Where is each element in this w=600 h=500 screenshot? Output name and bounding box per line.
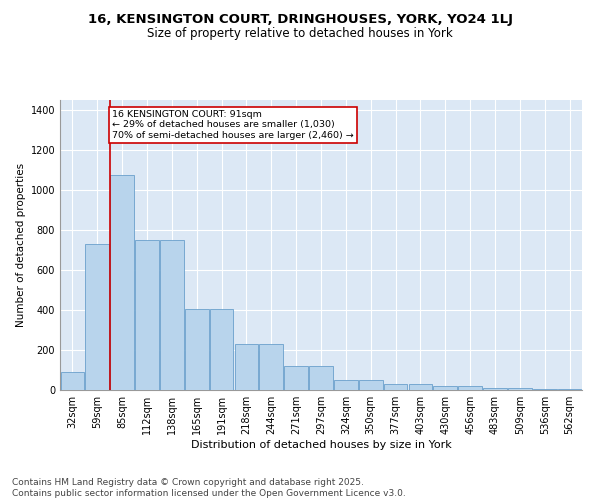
Bar — [235, 344, 258, 390]
Bar — [433, 386, 457, 390]
Y-axis label: Number of detached properties: Number of detached properties — [16, 163, 26, 327]
Text: Contains HM Land Registry data © Crown copyright and database right 2025.
Contai: Contains HM Land Registry data © Crown c… — [12, 478, 406, 498]
Text: Size of property relative to detached houses in York: Size of property relative to detached ho… — [147, 28, 453, 40]
Bar — [334, 380, 358, 390]
Bar — [185, 309, 209, 390]
Bar — [384, 384, 407, 390]
Bar — [135, 240, 159, 390]
Bar — [309, 366, 333, 390]
Bar — [458, 386, 482, 390]
Bar — [533, 389, 557, 390]
Bar — [160, 240, 184, 390]
Bar — [110, 175, 134, 390]
Bar — [61, 372, 84, 390]
X-axis label: Distribution of detached houses by size in York: Distribution of detached houses by size … — [191, 440, 451, 450]
Bar — [85, 244, 109, 390]
Text: 16 KENSINGTON COURT: 91sqm
← 29% of detached houses are smaller (1,030)
70% of s: 16 KENSINGTON COURT: 91sqm ← 29% of deta… — [112, 110, 354, 140]
Bar — [284, 366, 308, 390]
Bar — [483, 388, 507, 390]
Bar — [558, 389, 581, 390]
Bar — [409, 384, 432, 390]
Bar — [508, 388, 532, 390]
Bar — [359, 380, 383, 390]
Text: 16, KENSINGTON COURT, DRINGHOUSES, YORK, YO24 1LJ: 16, KENSINGTON COURT, DRINGHOUSES, YORK,… — [88, 12, 512, 26]
Bar — [210, 309, 233, 390]
Bar — [259, 344, 283, 390]
